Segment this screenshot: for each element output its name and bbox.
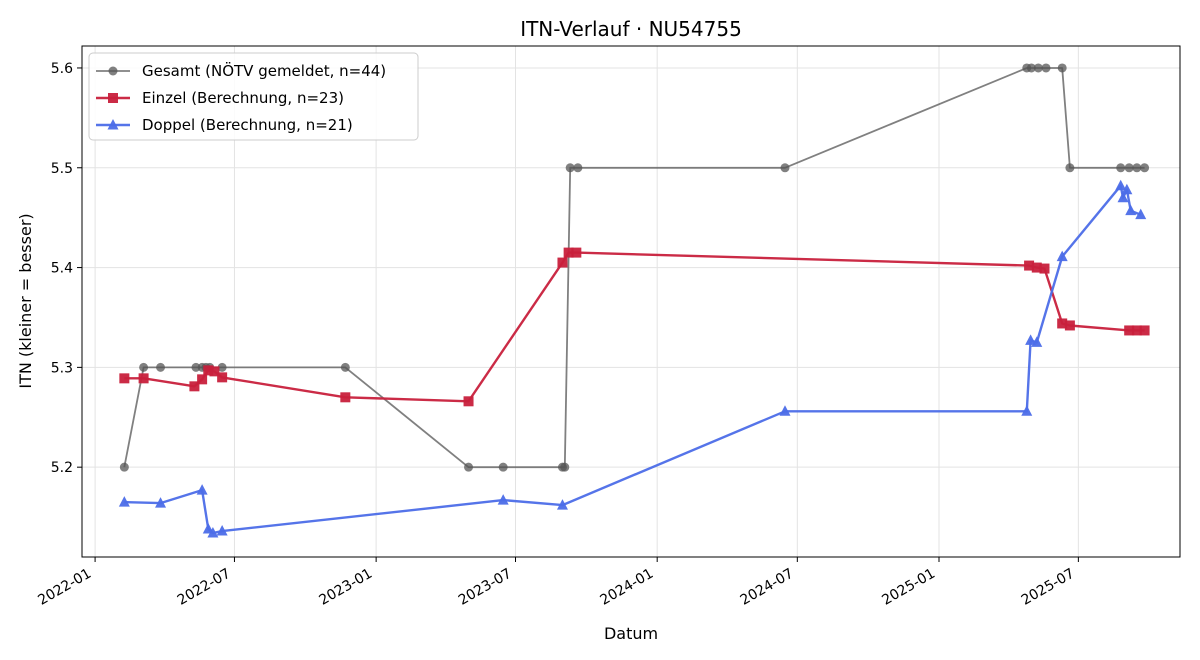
data-point: [1135, 208, 1147, 220]
legend-entry: Gesamt (NÖTV gemeldet, n=44): [96, 61, 386, 80]
data-point: [217, 372, 228, 383]
data-point: [1124, 163, 1134, 173]
data-point: [340, 392, 351, 403]
series-triangle: [118, 179, 1147, 538]
data-point: [779, 405, 791, 416]
legend-entry: Doppel (Berechnung, n=21): [96, 116, 353, 134]
data-point: [1025, 334, 1037, 345]
series-circle: [119, 63, 1150, 472]
data-point: [209, 366, 220, 377]
data-point: [1056, 250, 1068, 262]
x-axis-label: Datum: [604, 624, 658, 643]
data-point: [1031, 262, 1042, 273]
data-point: [556, 499, 568, 510]
data-point: [557, 257, 568, 268]
data-point: [1057, 318, 1068, 329]
data-point: [573, 163, 583, 173]
legend-box: [88, 52, 419, 141]
data-point: [217, 362, 227, 372]
data-point: [1116, 163, 1126, 173]
y-tick-label: 5.4: [51, 261, 73, 277]
y-tick-label: 5.6: [51, 61, 73, 77]
data-point: [1140, 163, 1150, 173]
data-point: [156, 362, 166, 372]
data-point: [1124, 325, 1135, 336]
data-point: [1039, 263, 1050, 274]
data-point: [1041, 63, 1051, 73]
data-point: [119, 462, 129, 472]
x-tick-label: 2023-01: [316, 566, 375, 609]
data-point: [1057, 63, 1067, 73]
data-point: [340, 362, 350, 372]
data-point: [139, 362, 149, 372]
legend-entry: Einzel (Berechnung, n=23): [96, 89, 344, 107]
x-tick-label: 2024-07: [738, 566, 797, 609]
legend-marker: [108, 66, 118, 76]
data-point: [1115, 179, 1127, 191]
series-line: [124, 251, 1145, 403]
y-tick-label: 5.2: [51, 460, 73, 476]
x-tick-label: 2025-01: [879, 566, 938, 609]
data-point: [1117, 191, 1129, 203]
y-tick-label: 5.5: [51, 161, 73, 177]
data-point: [1139, 325, 1150, 336]
legend-label: Einzel (Berechnung, n=23): [142, 89, 344, 107]
data-point: [1021, 405, 1033, 416]
data-point: [780, 163, 790, 173]
data-point: [203, 365, 214, 376]
data-point: [463, 396, 474, 407]
series-square: [119, 247, 1150, 407]
data-point: [119, 373, 130, 384]
data-point: [1033, 63, 1043, 73]
data-point: [1125, 204, 1137, 216]
series-line: [124, 184, 1142, 535]
data-point: [497, 494, 509, 505]
x-axis-ticks: 2022-01 2022-07 2023-01 2023-07 2024-01 2024-…: [35, 557, 1079, 609]
legend-label: Doppel (Berechnung, n=21): [142, 116, 353, 134]
data-point: [1031, 336, 1043, 347]
data-point: [1131, 325, 1142, 336]
data-point: [191, 362, 201, 372]
plot-frame: [81, 45, 1181, 558]
data-point: [189, 381, 200, 392]
data-point: [560, 462, 570, 472]
data-point: [1121, 183, 1133, 195]
data-point: [498, 462, 508, 472]
data-point: [216, 525, 228, 536]
legend-marker: [107, 119, 119, 130]
data-point: [563, 247, 574, 258]
data-point: [565, 163, 575, 173]
grid: [82, 46, 1180, 557]
legend: Gesamt (NÖTV gemeldet, n=44) Einzel (Bere…: [88, 52, 419, 141]
x-tick-label: 2022-01: [35, 566, 94, 609]
legend-label: Gesamt (NÖTV gemeldet, n=44): [142, 61, 386, 80]
legend-marker: [108, 93, 118, 103]
data-point: [138, 373, 149, 384]
chart-title: ITN-Verlauf · NU54755: [520, 17, 742, 41]
x-tick-label: 2024-01: [598, 566, 657, 609]
y-axis-label: ITN (kleiner = besser): [16, 213, 35, 388]
data-point: [207, 527, 219, 538]
x-tick-label: 2022-07: [175, 566, 234, 609]
data-point: [155, 497, 167, 508]
data-point: [118, 496, 130, 507]
x-tick-label: 2023-07: [456, 566, 515, 609]
y-axis-ticks: 5.2 5.3 5.4 5.5 5.6: [51, 61, 82, 476]
data-point: [1132, 163, 1142, 173]
data-point: [1024, 260, 1035, 271]
data-point: [1026, 63, 1036, 73]
x-tick-label: 2025-07: [1019, 566, 1078, 609]
y-tick-label: 5.3: [51, 360, 73, 376]
series-layer: [118, 63, 1150, 538]
data-point: [196, 484, 208, 495]
data-point: [464, 462, 474, 472]
data-point: [571, 247, 582, 258]
data-point: [1065, 163, 1075, 173]
data-point: [1064, 320, 1075, 331]
data-point: [197, 374, 208, 385]
